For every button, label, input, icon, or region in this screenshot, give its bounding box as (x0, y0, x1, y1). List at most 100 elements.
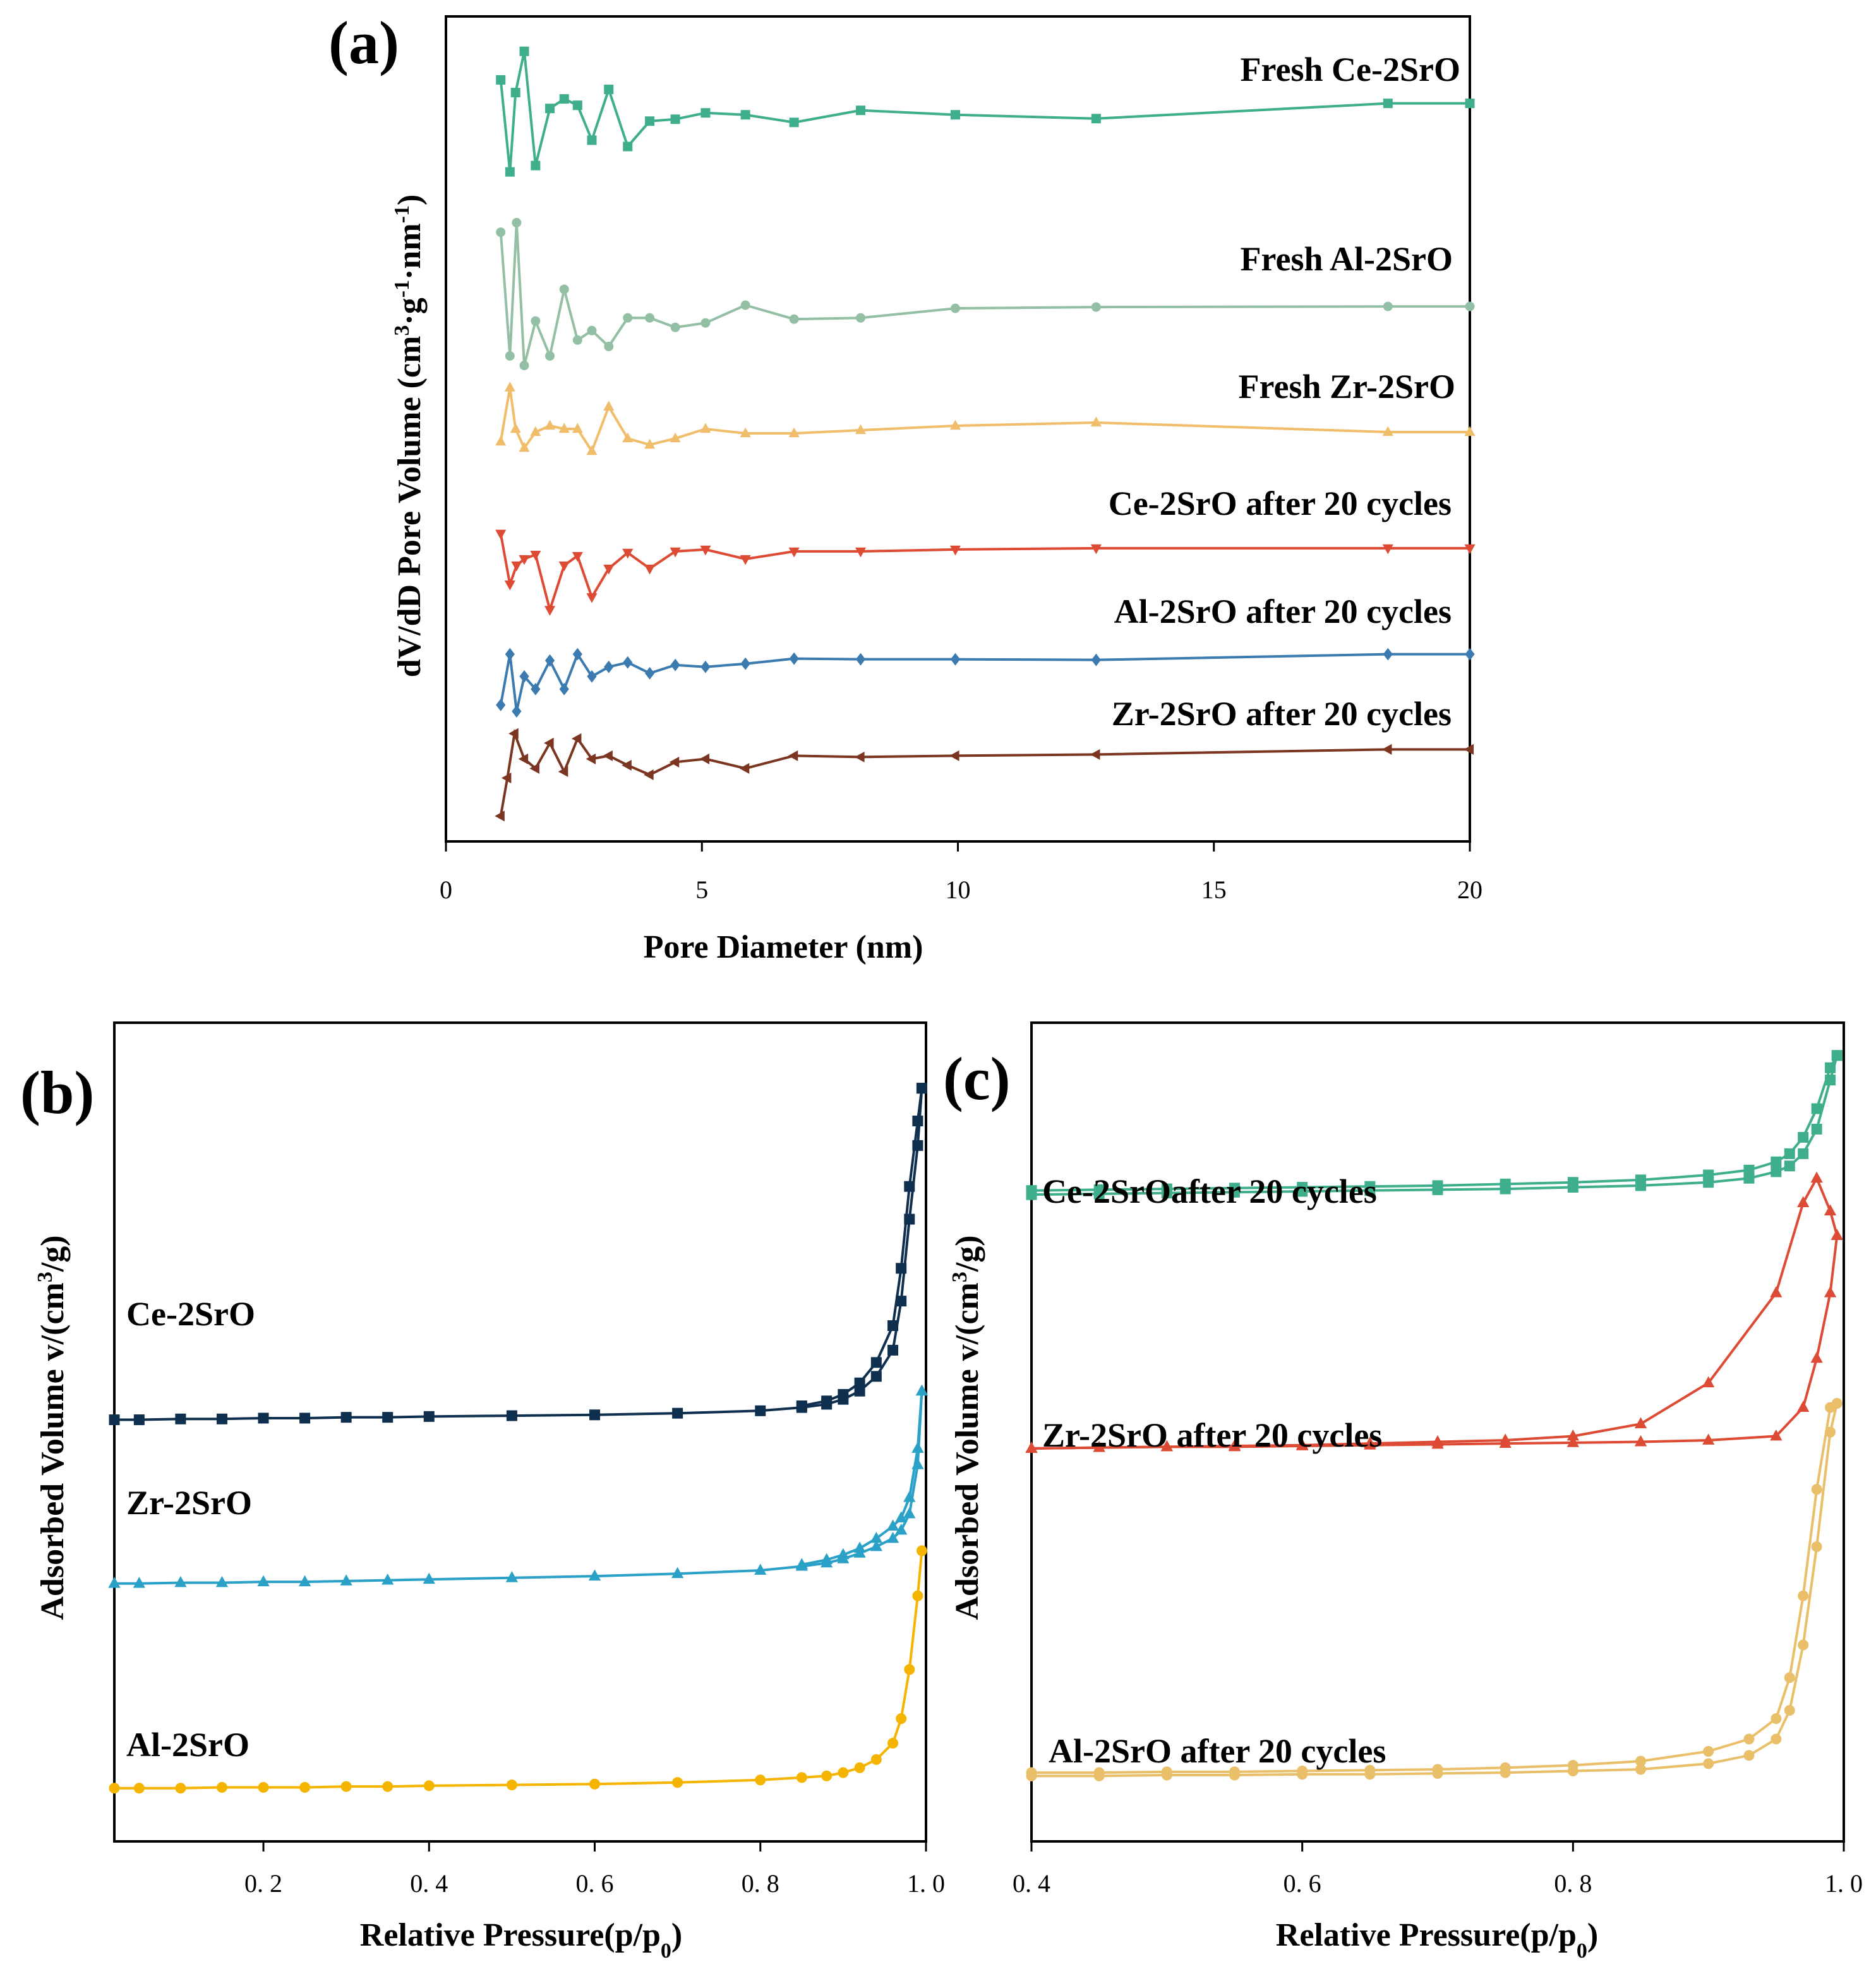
data-point (896, 1263, 907, 1274)
data-point (1025, 1442, 1038, 1453)
data-point (821, 1770, 833, 1781)
data-point (512, 218, 522, 227)
data-point (558, 766, 568, 778)
data-point (669, 756, 680, 768)
x-tick-label: 0 (440, 876, 452, 904)
data-point (1090, 416, 1102, 427)
x-tick-label: 15 (1201, 876, 1227, 904)
data-point (423, 1572, 435, 1584)
data-point (504, 382, 515, 392)
data-point (949, 545, 961, 556)
x-tick-label: 0. 4 (410, 1869, 448, 1898)
series-desorption-line (1031, 1402, 1838, 1774)
data-point (1297, 1769, 1308, 1780)
panel-c-x-axis-title: Relative Pressure(p/p0) (1276, 1917, 1598, 1963)
data-point (912, 1140, 923, 1151)
data-point (495, 435, 507, 446)
data-point (508, 728, 519, 739)
data-point (589, 1409, 601, 1421)
data-point (1702, 1433, 1715, 1445)
data-point (887, 1737, 899, 1749)
data-point (510, 423, 521, 433)
panel-b-series: Ce-2SrO Zr-2SrO Al-2SrO (108, 1083, 929, 1794)
data-point (1160, 1440, 1173, 1452)
series-label: Fresh Al-2SrO (1241, 240, 1453, 278)
data-point (755, 1405, 766, 1416)
data-point (1465, 99, 1475, 109)
data-point (1703, 1745, 1714, 1757)
data-point (258, 1412, 269, 1424)
data-point (645, 313, 655, 323)
series-desorption-line (801, 1391, 923, 1566)
data-point (670, 432, 681, 443)
data-point (604, 85, 614, 95)
data-point (496, 699, 506, 711)
data-point (623, 313, 633, 323)
data-point (1161, 1769, 1172, 1781)
data-point (1824, 1204, 1837, 1215)
data-point (623, 142, 633, 152)
series-fresh-ce-2sro: Fresh Ce-2SrO (496, 46, 1475, 177)
data-point (950, 303, 960, 313)
data-point (545, 351, 555, 361)
data-point (856, 313, 866, 323)
data-point (1811, 1541, 1822, 1552)
data-point (1229, 1769, 1240, 1781)
data-point (903, 1507, 916, 1519)
data-point (558, 561, 570, 572)
data-point (133, 1577, 145, 1588)
data-point (1798, 1639, 1809, 1651)
panel-a-y-axis-title: dV/dD Pore Volume (cm3·g-1·nm-1) (390, 195, 428, 678)
data-point (588, 1569, 601, 1581)
data-point (382, 1412, 394, 1423)
data-point (1784, 1160, 1795, 1172)
data-point (700, 660, 711, 673)
data-point (603, 750, 613, 761)
data-point (531, 682, 541, 695)
x-tick-label: 1. 0 (1825, 1869, 1863, 1898)
data-point (340, 1574, 352, 1586)
series-al-2sro-after-20-cycles: Al-2SrO after 20 cycles (1026, 1398, 1843, 1781)
data-point (949, 419, 961, 430)
data-point (1811, 1484, 1822, 1495)
data-point (572, 335, 582, 345)
data-point (1229, 1186, 1240, 1198)
data-point (603, 400, 615, 411)
series-label: Zr-2SrO after 20 cycles (1112, 695, 1452, 733)
data-point (672, 1407, 683, 1419)
data-point (1784, 1672, 1795, 1683)
panel-c: (c) 0. 4 0. 6 0. 8 1. 0 Relative Pressure(p… (943, 1021, 1863, 1963)
data-point (670, 547, 681, 558)
data-point (1093, 1188, 1105, 1200)
x-tick-label: 10 (946, 876, 971, 904)
data-point (895, 1511, 908, 1522)
data-point (853, 1546, 866, 1558)
data-point (912, 1116, 923, 1127)
data-point (950, 110, 960, 120)
data-point (1567, 1181, 1578, 1193)
data-point (587, 670, 597, 683)
data-point (915, 1384, 929, 1396)
data-point (903, 1491, 916, 1502)
x-tick-label: 1. 0 (907, 1869, 945, 1898)
data-point (298, 1575, 311, 1587)
panel-a-label: (a) (328, 9, 399, 76)
data-point (299, 1781, 311, 1793)
data-point (950, 653, 961, 666)
data-point (1228, 1440, 1241, 1452)
data-point (299, 1412, 311, 1424)
data-point (1797, 1196, 1810, 1208)
data-point (1382, 426, 1393, 437)
data-point (911, 1442, 924, 1453)
data-point (1465, 301, 1475, 311)
data-point (1635, 1180, 1646, 1191)
data-point (1364, 1769, 1376, 1780)
data-point (1026, 1770, 1037, 1781)
data-point (1831, 1229, 1843, 1240)
data-point (644, 564, 656, 575)
data-point (1770, 1286, 1783, 1298)
x-tick-label: 0. 2 (244, 1869, 282, 1898)
x-tick-label: 0. 6 (576, 1869, 614, 1898)
data-point (904, 1664, 915, 1675)
data-point (788, 547, 800, 558)
